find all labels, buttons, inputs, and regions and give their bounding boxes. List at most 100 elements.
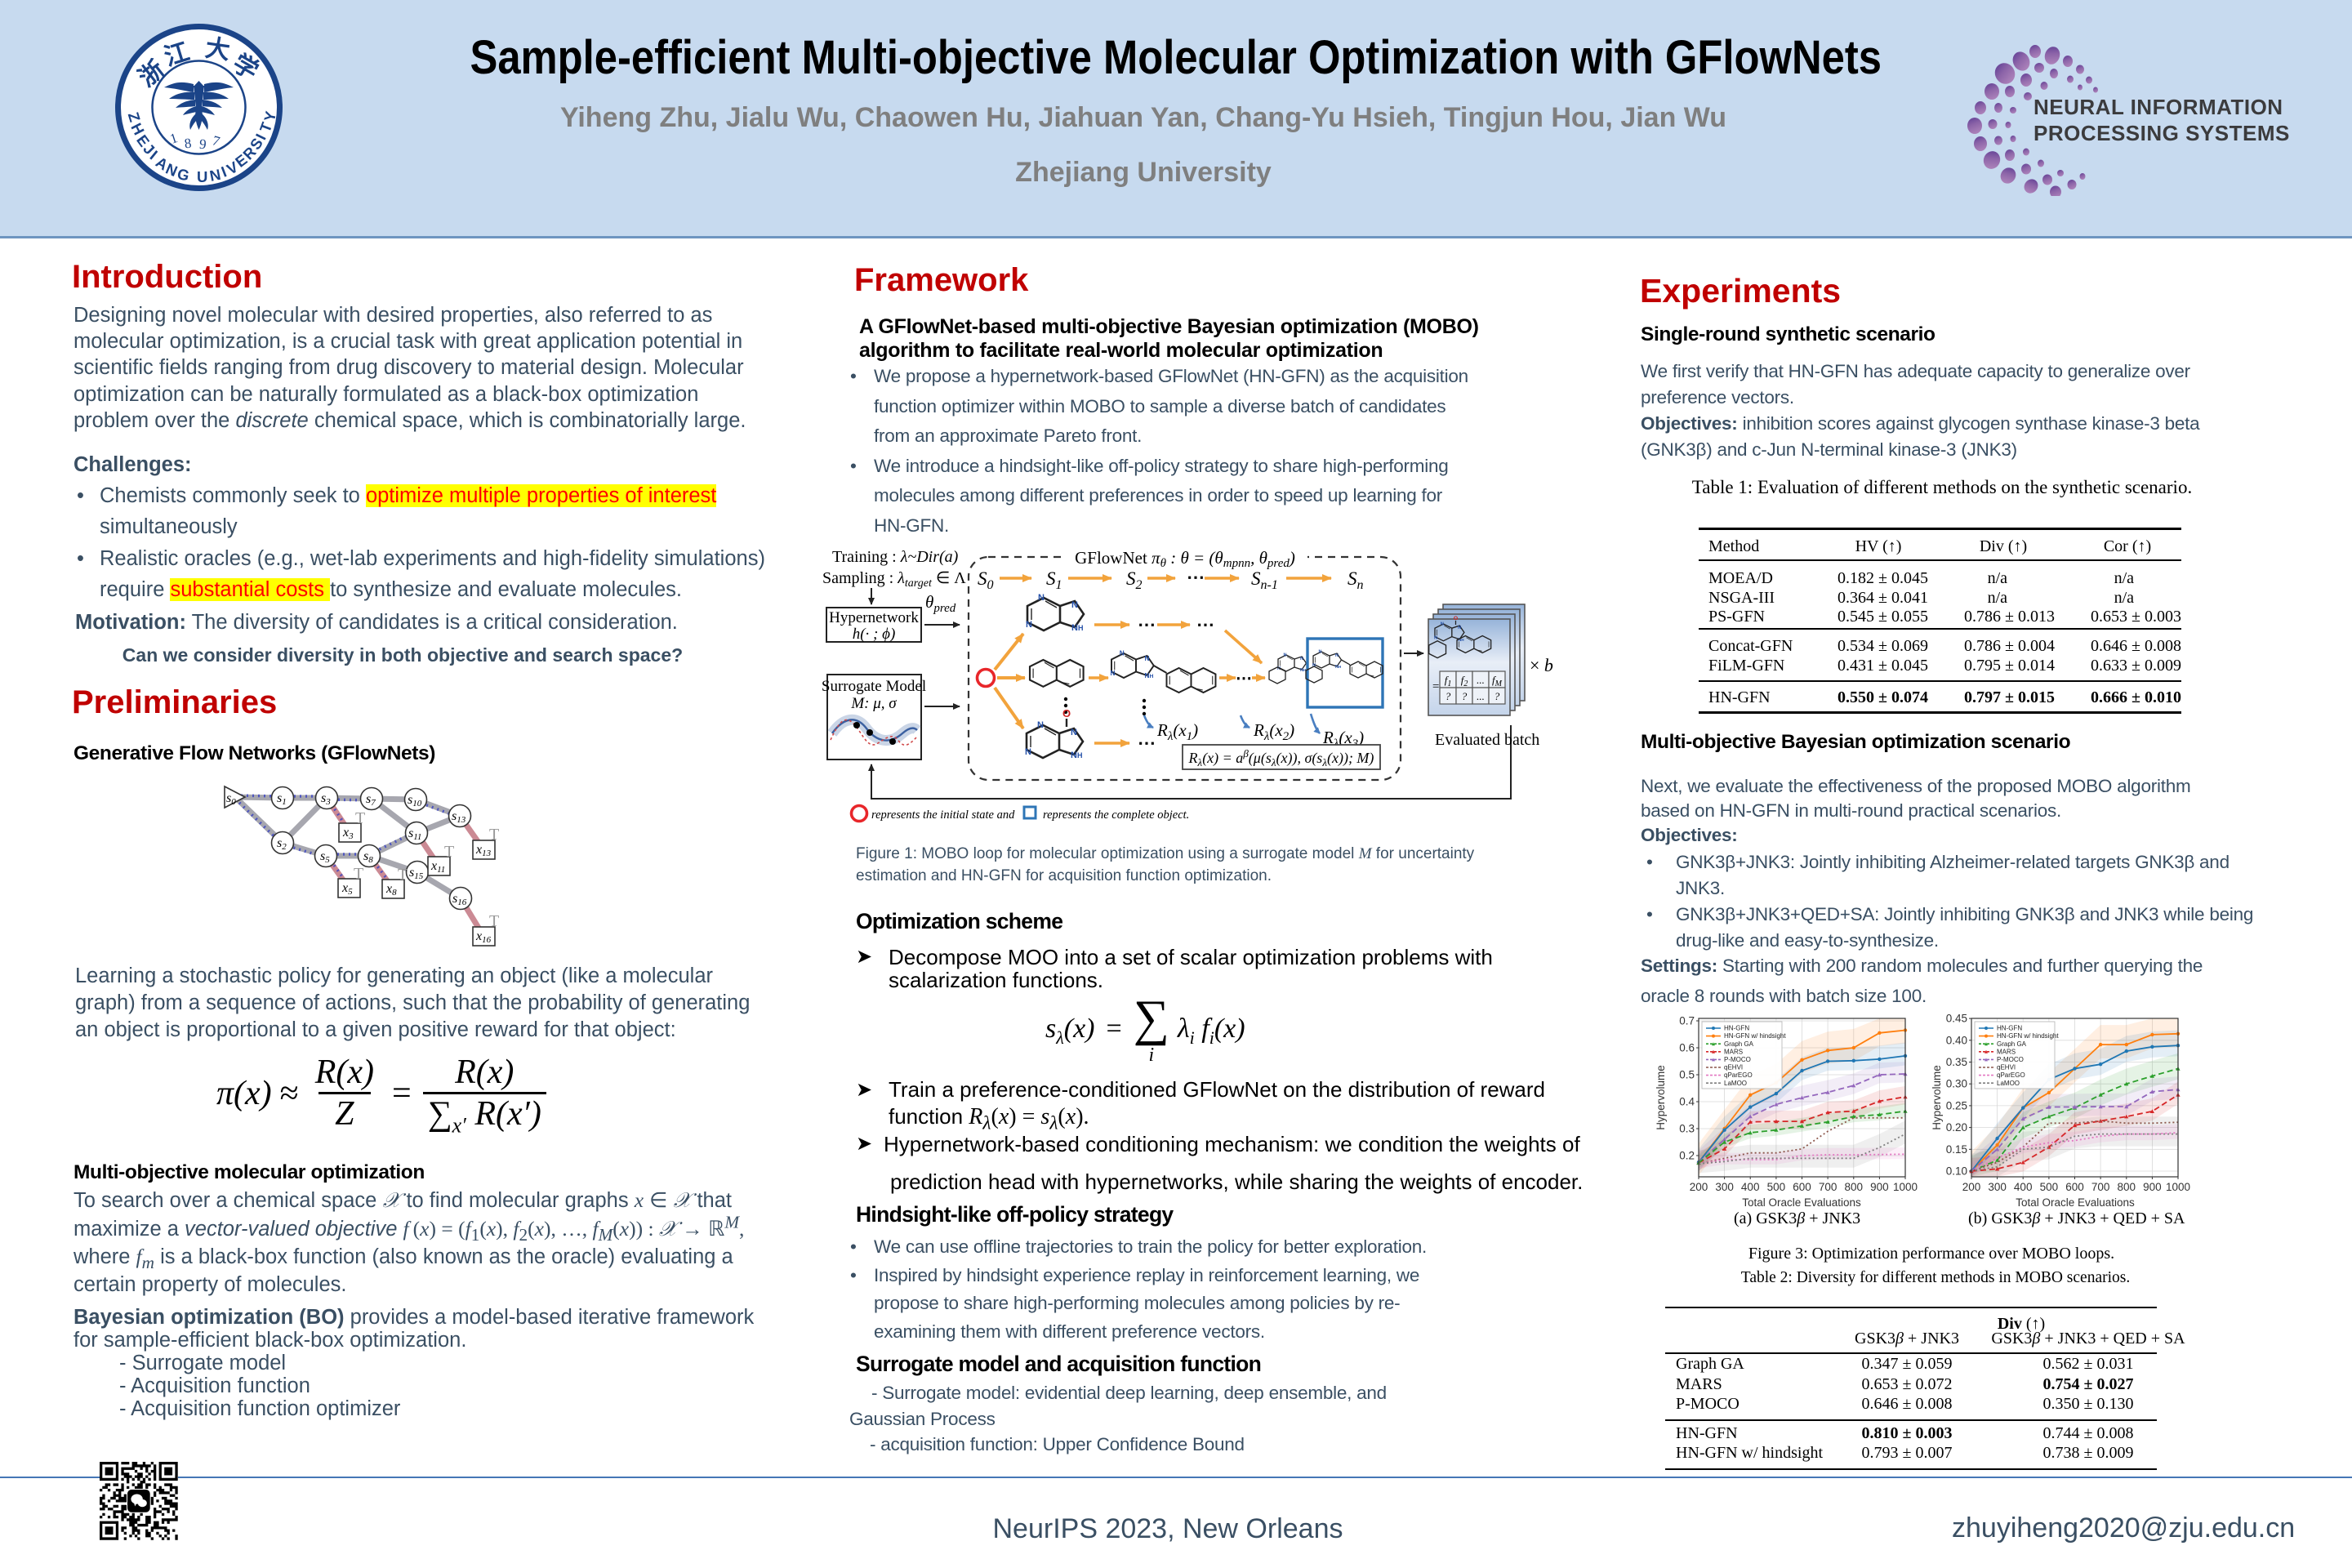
svg-text:200: 200 [1962, 1181, 1981, 1193]
svg-text:HN-GFN w/ hindsight: HN-GFN w/ hindsight [1997, 1032, 2059, 1040]
svg-text:f2: f2 [1461, 674, 1468, 688]
svg-text:=: = [1432, 680, 1440, 693]
svg-text:GFlowNet πθ : θ = (θmpnn, θpre: GFlowNet πθ : θ = (θmpnn, θpred) [1075, 548, 1295, 570]
svg-text:0.2: 0.2 [1679, 1150, 1695, 1162]
svg-text:represents the complete object: represents the complete object. [1043, 808, 1189, 822]
svg-text:Sn-1: Sn-1 [1251, 568, 1278, 592]
svg-text:⋯: ⋯ [1187, 567, 1205, 587]
svg-text:Sampling : λtarget ∈ Λ: Sampling : λtarget ∈ Λ [822, 569, 966, 590]
svg-text:1000: 1000 [1893, 1181, 1918, 1193]
svg-text:0.3: 0.3 [1679, 1123, 1695, 1135]
svg-text:LaMOO: LaMOO [1724, 1080, 1747, 1087]
svg-text:500: 500 [2040, 1181, 2059, 1193]
svg-text:600: 600 [1793, 1181, 1811, 1193]
svg-text:Rλ(x1): Rλ(x1) [1156, 720, 1198, 743]
svg-text:?: ? [1462, 690, 1468, 702]
svg-text:S1: S1 [1046, 568, 1062, 592]
svg-text:P-MOCO: P-MOCO [1997, 1056, 2024, 1063]
svg-text:0.30: 0.30 [1946, 1078, 1967, 1090]
svg-text:T: T [489, 826, 499, 844]
svg-text:0.10: 0.10 [1946, 1165, 1967, 1178]
svg-text:8: 8 [184, 136, 193, 152]
svg-text:HN-GFN: HN-GFN [1724, 1025, 1749, 1032]
svg-text:500: 500 [1767, 1181, 1786, 1193]
svg-text:0.4: 0.4 [1679, 1096, 1695, 1108]
svg-text:⋯: ⋯ [1196, 614, 1214, 635]
svg-text:N: N [208, 166, 222, 185]
svg-text:⋯: ⋯ [1138, 733, 1156, 753]
svg-text:800: 800 [2118, 1181, 2136, 1193]
svg-text:600: 600 [2065, 1181, 2084, 1193]
svg-text:qParEGO: qParEGO [1997, 1071, 2025, 1079]
svg-text:0.7: 0.7 [1679, 1015, 1695, 1027]
svg-text:Hypervolume: Hypervolume [1655, 1065, 1667, 1130]
svg-text:HN-GFN w/ hindsight: HN-GFN w/ hindsight [1724, 1032, 1786, 1040]
svg-text:HN-GFN: HN-GFN [1997, 1025, 2022, 1032]
svg-text:qParEGO: qParEGO [1724, 1071, 1753, 1079]
svg-text:T: T [398, 866, 408, 884]
svg-text:800: 800 [1845, 1181, 1864, 1193]
svg-text:700: 700 [2091, 1181, 2110, 1193]
svg-text:1000: 1000 [2166, 1181, 2190, 1193]
svg-text:?: ? [1494, 690, 1500, 702]
svg-text:θpred: θpred [925, 592, 956, 615]
svg-text:?: ? [1446, 690, 1451, 702]
svg-text:T: T [355, 809, 365, 827]
svg-text:⋯: ⋯ [1236, 670, 1252, 688]
svg-text:NEURAL INFORMATION: NEURAL INFORMATION [2034, 95, 2283, 119]
svg-text:T: T [489, 912, 499, 930]
svg-text:900: 900 [2143, 1181, 2162, 1193]
svg-text:O: O [1062, 707, 1071, 719]
svg-text:0.45: 0.45 [1946, 1013, 1967, 1025]
svg-text:0.40: 0.40 [1946, 1034, 1967, 1046]
svg-text:...: ... [1477, 690, 1485, 702]
svg-text:P-MOCO: P-MOCO [1724, 1056, 1751, 1063]
svg-text:Rλ(x) = aβ(μ(sλ(x)), σ(sλ(x));: Rλ(x) = aβ(μ(sλ(x)), σ(sλ(x)); M) [1188, 747, 1374, 768]
svg-text:Training : λ~Dir(a): Training : λ~Dir(a) [832, 548, 959, 566]
svg-text:h(· ; ϕ): h(· ; ϕ) [853, 626, 896, 643]
svg-text:× b: × b [1530, 655, 1553, 675]
svg-text:300: 300 [1715, 1181, 1734, 1193]
svg-text:⋯: ⋯ [1138, 614, 1156, 635]
svg-text:0.25: 0.25 [1946, 1099, 1967, 1111]
svg-text:G: G [176, 165, 191, 185]
svg-text:Surrogate Model: Surrogate Model [822, 678, 926, 695]
svg-text:qEHVI: qEHVI [1724, 1064, 1743, 1071]
svg-text:Hypervolume: Hypervolume [1931, 1065, 1943, 1130]
svg-text:0.35: 0.35 [1946, 1056, 1967, 1068]
svg-text:400: 400 [1741, 1181, 1760, 1193]
svg-text:300: 300 [1988, 1181, 2007, 1193]
svg-text:Graph GA: Graph GA [1997, 1040, 2027, 1048]
svg-text:MARS: MARS [1997, 1048, 2016, 1055]
svg-text:0.6: 0.6 [1679, 1042, 1695, 1054]
svg-text:大: 大 [203, 34, 231, 65]
svg-text:400: 400 [2014, 1181, 2033, 1193]
svg-text:MARS: MARS [1724, 1048, 1743, 1055]
svg-text:0.15: 0.15 [1946, 1143, 1967, 1156]
svg-text:0.5: 0.5 [1679, 1069, 1695, 1081]
svg-text:Sn: Sn [1348, 568, 1364, 592]
svg-text:Total Oracle Evaluations: Total Oracle Evaluations [2016, 1196, 2135, 1209]
svg-text:...: ... [1477, 674, 1485, 686]
svg-text:Graph GA: Graph GA [1724, 1040, 1754, 1048]
svg-text:Rλ(x2): Rλ(x2) [1253, 720, 1294, 743]
svg-text:S0: S0 [978, 568, 994, 592]
svg-text:T: T [444, 843, 454, 861]
svg-text:Hypernetwork: Hypernetwork [829, 609, 919, 626]
svg-text:T: T [354, 865, 363, 883]
svg-text:s1: s1 [277, 791, 287, 807]
svg-text:LaMOO: LaMOO [1997, 1080, 2020, 1087]
svg-text:f1: f1 [1445, 674, 1452, 688]
svg-text:Evaluated batch: Evaluated batch [1435, 731, 1539, 749]
svg-text:200: 200 [1690, 1181, 1708, 1193]
svg-text:Total Oracle Evaluations: Total Oracle Evaluations [1742, 1196, 1861, 1209]
svg-text:S2: S2 [1126, 568, 1143, 592]
svg-text:U: U [197, 168, 207, 185]
svg-text:700: 700 [1819, 1181, 1838, 1193]
svg-text:qEHVI: qEHVI [1997, 1064, 2016, 1071]
svg-text:0.20: 0.20 [1946, 1121, 1967, 1134]
svg-text:900: 900 [1870, 1181, 1889, 1193]
svg-text:PROCESSING SYSTEMS: PROCESSING SYSTEMS [2034, 121, 2290, 145]
svg-text:M: μ, σ: M: μ, σ [850, 695, 897, 712]
svg-text:O: O [1454, 616, 1458, 621]
